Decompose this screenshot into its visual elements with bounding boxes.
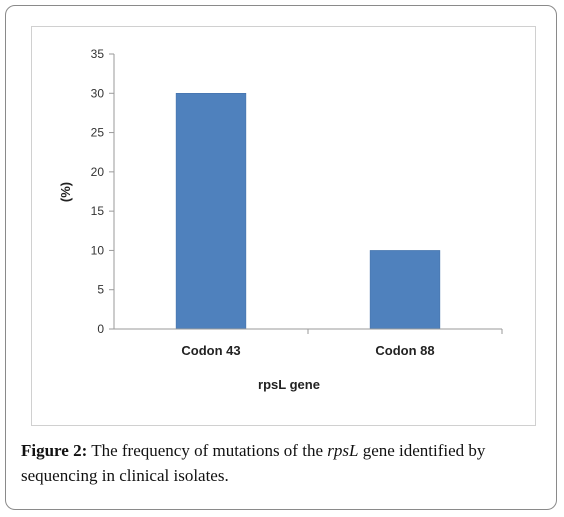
y-tick-label: 5 xyxy=(97,283,104,297)
bars xyxy=(175,93,441,330)
caption-gene: rpsL xyxy=(327,441,359,460)
y-tick-label: 25 xyxy=(91,126,105,140)
chart-area: 0 5 10 15 20 25 30 35 Codon 43 Codon 88 (%) rpsL… xyxy=(31,26,536,426)
bar-codon-88 xyxy=(369,250,441,330)
y-tick-label: 30 xyxy=(91,86,105,100)
caption-label: Figure 2: xyxy=(21,441,88,460)
y-tick-label: 10 xyxy=(91,243,105,257)
x-tick-label: Codon 88 xyxy=(375,343,434,358)
y-axis: 0 5 10 15 20 25 30 35 xyxy=(91,47,115,336)
y-tick-label: 0 xyxy=(97,322,104,336)
bar-chart: 0 5 10 15 20 25 30 35 Codon 43 Codon 88 (%) rpsL… xyxy=(58,47,503,392)
x-axis-label: rpsL gene xyxy=(258,377,320,392)
figure-frame: 0 5 10 15 20 25 30 35 Codon 43 Codon 88 (%) rpsL… xyxy=(5,5,557,510)
caption-text-after: gene identified by sequencing in clinica… xyxy=(21,441,486,485)
caption-text-before: The frequency of mutations of the xyxy=(87,441,328,460)
bar-codon-43 xyxy=(175,93,247,330)
y-axis-label: (%) xyxy=(58,182,73,202)
y-tick-label: 15 xyxy=(91,204,105,218)
x-tick-label: Codon 43 xyxy=(181,343,240,358)
x-axis: Codon 43 Codon 88 xyxy=(114,328,503,358)
figure-caption: Figure 2: The frequency of mutations of … xyxy=(21,438,556,488)
y-tick-label: 20 xyxy=(91,165,105,179)
y-tick-label: 35 xyxy=(91,47,105,61)
